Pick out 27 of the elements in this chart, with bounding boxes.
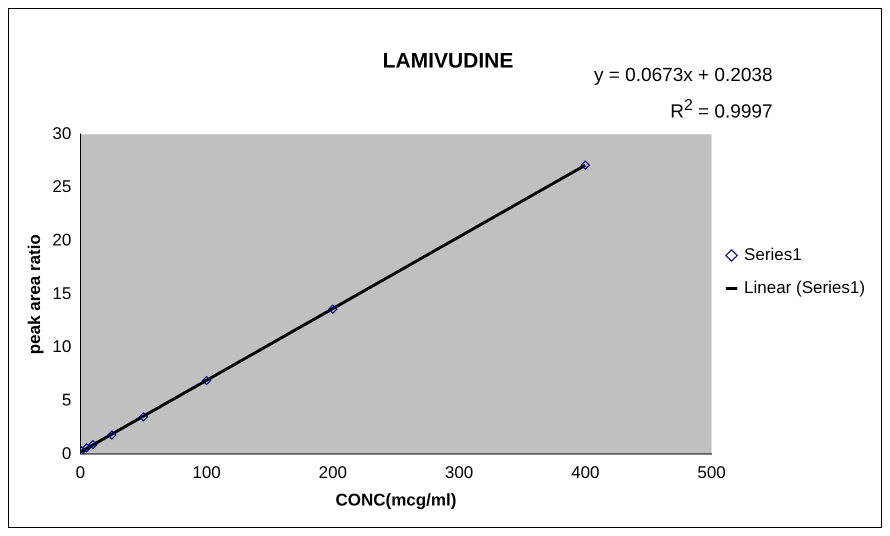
x-tick-label: 500 [697, 463, 726, 482]
point [328, 304, 338, 314]
point [88, 440, 98, 450]
x-axis-title: CONC(mcg/ml) [335, 490, 456, 510]
point [138, 412, 148, 422]
point [202, 376, 212, 386]
y-tick-label: 30 [52, 124, 72, 143]
text: y = 0.0673x + 0.2038 [594, 64, 773, 88]
y-tick-label: 10 [52, 337, 72, 356]
y-axis-title: peak area ratio [24, 234, 44, 354]
y-tick-label: 25 [52, 177, 72, 196]
point [82, 443, 92, 452]
y-tick-label: 5 [62, 390, 72, 410]
x-tick-label: 200 [318, 463, 347, 482]
x-tick-label: 0 [76, 463, 86, 482]
legend-label: Series1 [744, 245, 802, 264]
x-tick-label: 100 [192, 463, 221, 482]
y-tick-label: 15 [52, 284, 72, 303]
y-tick-label: 0 [62, 444, 72, 463]
chart-title: LAMIVUDINE [382, 49, 514, 72]
point [107, 430, 116, 440]
legend-label: Linear (Series1) [744, 278, 866, 298]
point [580, 160, 590, 170]
x-tick-label: 400 [571, 463, 600, 482]
y-tick-label: 20 [52, 230, 72, 250]
x-tick-label: 300 [444, 463, 474, 482]
text: R$^{2}$ = 0.9997 [669, 96, 773, 124]
